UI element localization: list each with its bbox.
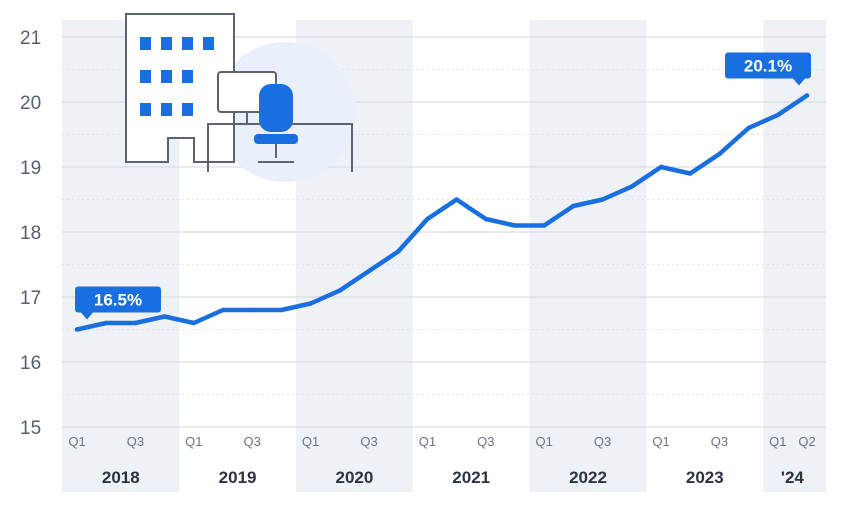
data-point [74, 327, 80, 332]
x-tick-year: 2018 [102, 468, 140, 487]
x-tick-quarter: Q1 [302, 434, 319, 449]
x-tick-quarter: Q1 [68, 434, 85, 449]
x-tick-quarter: Q3 [594, 434, 611, 449]
data-point [804, 93, 810, 98]
x-tick-quarter: Q3 [127, 434, 144, 449]
x-tick-quarter: Q3 [244, 434, 261, 449]
data-point [133, 320, 138, 326]
y-axis-ticks: 15 16 17 18 19 20 21 [20, 28, 41, 439]
data-point [775, 112, 780, 118]
x-tick-year: '24 [781, 468, 804, 487]
x-tick-quarter: Q3 [711, 434, 728, 449]
data-point [425, 216, 430, 222]
y-tick-label: 15 [20, 418, 41, 439]
x-tick-year: 2023 [686, 468, 724, 487]
x-tick-quarter: Q3 [360, 434, 377, 449]
year-band [529, 20, 647, 492]
office-building-icon [125, 13, 355, 182]
x-tick-year: 2021 [452, 468, 490, 487]
x-tick-quarter: Q3 [477, 434, 494, 449]
data-point [366, 268, 372, 274]
data-point [571, 203, 576, 209]
x-tick-quarter: Q1 [419, 434, 436, 449]
data-point [279, 307, 284, 313]
data-point [162, 314, 167, 319]
x-tick-quarter: Q1 [652, 434, 669, 449]
y-tick-label: 18 [20, 223, 41, 244]
y-tick-label: 19 [20, 158, 41, 179]
gridlines [62, 36, 826, 428]
callout-box [725, 52, 811, 79]
y-tick-label: 17 [20, 288, 41, 309]
data-point [337, 288, 342, 293]
data-point [454, 197, 459, 202]
x-axis-labels: Q1 Q3 Q1 Q3 Q1 Q3 Q1 Q3 Q1 Q3 Q1 Q3 Q1 Q2 2018 2019 2020… [68, 434, 815, 487]
x-tick-quarter: Q2 [798, 434, 815, 449]
data-point [600, 197, 605, 202]
callout-pointer [793, 78, 805, 86]
data-point [104, 320, 109, 326]
data-point [308, 301, 313, 306]
year-band [763, 20, 826, 492]
callout-label: 20.1% [744, 57, 792, 76]
data-point [220, 307, 226, 313]
x-tick-quarter: Q1 [769, 434, 786, 449]
x-tick-quarter: Q1 [185, 434, 202, 449]
data-point [658, 164, 664, 170]
data-point [717, 151, 722, 157]
x-tick-year: 2019 [219, 468, 257, 487]
x-tick-quarter: Q1 [536, 434, 553, 449]
data-point [396, 249, 401, 254]
data-point [512, 223, 518, 228]
callout-pointer [81, 312, 93, 320]
y-tick-label: 16 [20, 353, 41, 374]
x-tick-year: 2020 [335, 468, 373, 487]
y-tick-label: 20 [20, 93, 41, 114]
data-series [74, 93, 810, 332]
callout-box [75, 286, 161, 313]
series-line [74, 93, 810, 332]
x-tick-year: 2022 [569, 468, 607, 487]
data-point [191, 320, 196, 326]
data-point [629, 184, 634, 189]
data-point [542, 223, 547, 228]
data-point [250, 307, 255, 313]
data-point [688, 171, 693, 176]
callout-label: 16.5% [94, 291, 142, 310]
data-point [746, 125, 751, 131]
value-callout: 20.1% [725, 52, 811, 86]
value-callouts: 16.5% 20.1% [75, 52, 811, 320]
value-callout: 16.5% [75, 286, 161, 320]
data-point [483, 216, 488, 222]
y-tick-label: 21 [20, 28, 41, 49]
